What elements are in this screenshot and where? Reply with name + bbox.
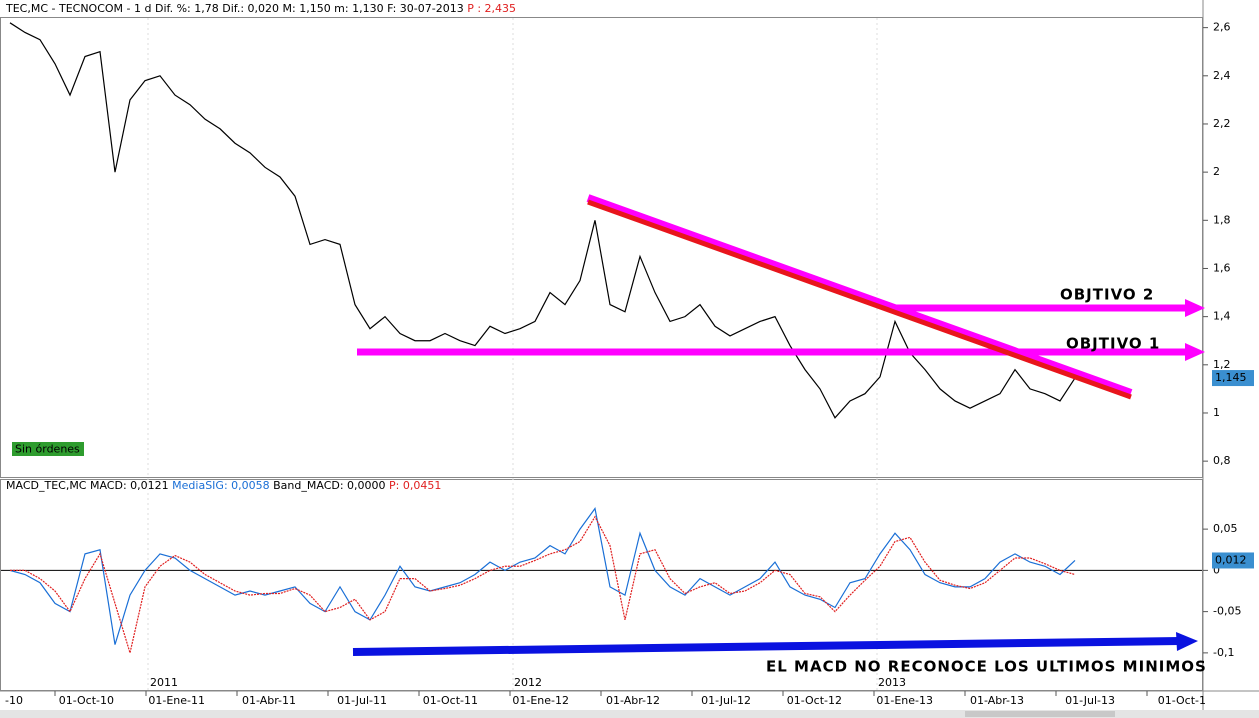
x-tick-label: 01-Oct-11	[423, 694, 478, 707]
x-tick-label: 01-Abr-13	[970, 694, 1024, 707]
target2-arrowhead	[1185, 299, 1205, 317]
x-tick-label: 01-Abr-12	[606, 694, 660, 707]
macd-arrow-line	[352, 637, 1181, 656]
y-tick-label: 2,4	[1213, 69, 1231, 82]
target2-label: OBJTIVO 2	[1060, 286, 1154, 304]
price-readout: TEC,MC - TECNOCOM - 1 d Dif. %: 1,78 Dif…	[5, 2, 464, 15]
y-tick-label: 0,8	[1213, 454, 1231, 467]
year-label: 2011	[150, 676, 178, 689]
y-tick-label: 2,2	[1213, 117, 1231, 130]
y-tick-label: 0,05	[1213, 522, 1238, 535]
last-value-box	[1212, 370, 1254, 387]
target1-label: OBJTIVO 1	[1066, 335, 1160, 353]
x-tick-label: 01-Ene-11	[148, 694, 205, 707]
macd-band: Band_MACD: 0,0000	[273, 479, 385, 492]
series-line	[10, 515, 1076, 656]
trendline	[587, 199, 1132, 400]
x-tick-label: 01-Jul-13	[1065, 694, 1115, 707]
y-tick-label: 1,8	[1213, 213, 1231, 226]
series-line	[9, 22, 1076, 419]
macd-header: MACD_TEC,MC MACD: 0,0121 MediaSIG: 0,005…	[6, 479, 441, 492]
y-tick-label: -0,05	[1213, 605, 1241, 618]
y-tick-label: -0,1	[1213, 646, 1234, 659]
macd-note: EL MACD NO RECONOCE LOS ULTIMOS MINIMOS	[766, 658, 1207, 676]
y-tick-label: 0	[1213, 563, 1220, 576]
year-label: 2012	[514, 676, 542, 689]
x-tick-label: -10	[5, 694, 23, 707]
x-tick-label: 01-Jul-12	[701, 694, 751, 707]
series-layer: 2,6 2,4 2,2 2 1,8 1,6 1,4 1,2 1 0,8 1,145 0,05 0 -0,0…	[1, 21, 1254, 707]
price-p: P : 2,435	[467, 2, 516, 15]
x-tick-label: 01-Abr-11	[242, 694, 296, 707]
badge-text: Sin órdenes	[15, 443, 80, 456]
macd-arrowhead	[1176, 632, 1198, 651]
y-tick-label: 1,4	[1213, 310, 1231, 323]
x-tick-label: 01-Oct-12	[787, 694, 842, 707]
macd-p: P: 0,0451	[389, 479, 441, 492]
series-line	[9, 507, 1076, 645]
trendline-shadow	[586, 194, 1133, 397]
last-value-label: 0,012	[1215, 553, 1247, 566]
last-value-label: 1,145	[1215, 371, 1247, 384]
macd-readout: MACD_TEC,MC MACD: 0,0121	[6, 479, 169, 492]
scroll-thumb[interactable]	[965, 711, 1115, 717]
target1-arrowhead	[1185, 343, 1205, 361]
badge-box	[12, 442, 84, 456]
y-tick-label: 1,2	[1213, 358, 1231, 371]
x-tick-label: 01-Ene-13	[876, 694, 933, 707]
x-tick-label: 01-Ene-12	[512, 694, 569, 707]
x-tick-label: 01-Oct-1	[1158, 694, 1206, 707]
x-tick-label: 01-Oct-10	[59, 694, 114, 707]
year-label: 2013	[878, 676, 906, 689]
macd-sig: MediaSIG: 0,0058	[172, 479, 269, 492]
y-tick-label: 2,6	[1213, 21, 1231, 34]
last-value-box	[1212, 552, 1254, 569]
price-header: TEC,MC - TECNOCOM - 1 d Dif. %: 1,78 Dif…	[5, 2, 516, 15]
scrollbar[interactable]	[0, 710, 1259, 718]
x-tick-label: 01-Jul-11	[337, 694, 387, 707]
y-tick-label: 2	[1213, 165, 1220, 178]
y-tick-label: 1,6	[1213, 261, 1231, 274]
y-tick-label: 1	[1213, 406, 1220, 419]
